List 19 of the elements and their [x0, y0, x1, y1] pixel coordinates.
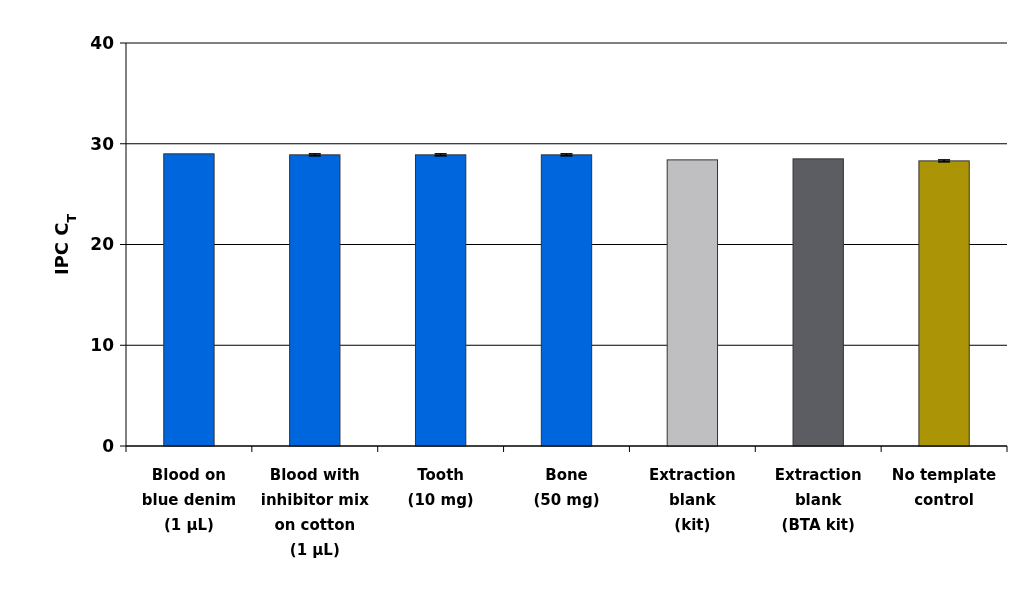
x-tick-label: Tooth (10 mg) [407, 466, 474, 509]
bar [163, 153, 215, 447]
bar [792, 158, 844, 447]
bar [414, 154, 467, 447]
x-tick-label: Bone (50 mg) [533, 466, 600, 509]
bar [540, 154, 593, 447]
x-tick-label: Blood on blue denim (1 µL) [141, 466, 237, 534]
y-tick-label: 40 [90, 32, 115, 53]
x-tick-label: Blood with inhibitor mix on cotton (1 µL) [260, 466, 370, 559]
x-tick-label: Extraction blank (kit) [648, 466, 736, 534]
y-tick-label: 20 [90, 234, 115, 255]
y-tick-label: 10 [90, 335, 115, 356]
y-tick-label: 0 [102, 435, 115, 456]
x-tick-label: No template control [891, 466, 997, 509]
x-tick-label: Extraction blank (BTA kit) [774, 466, 862, 534]
bar [918, 160, 970, 447]
bar [666, 159, 719, 447]
y-tick-label: 30 [90, 133, 115, 154]
bar [289, 154, 341, 447]
